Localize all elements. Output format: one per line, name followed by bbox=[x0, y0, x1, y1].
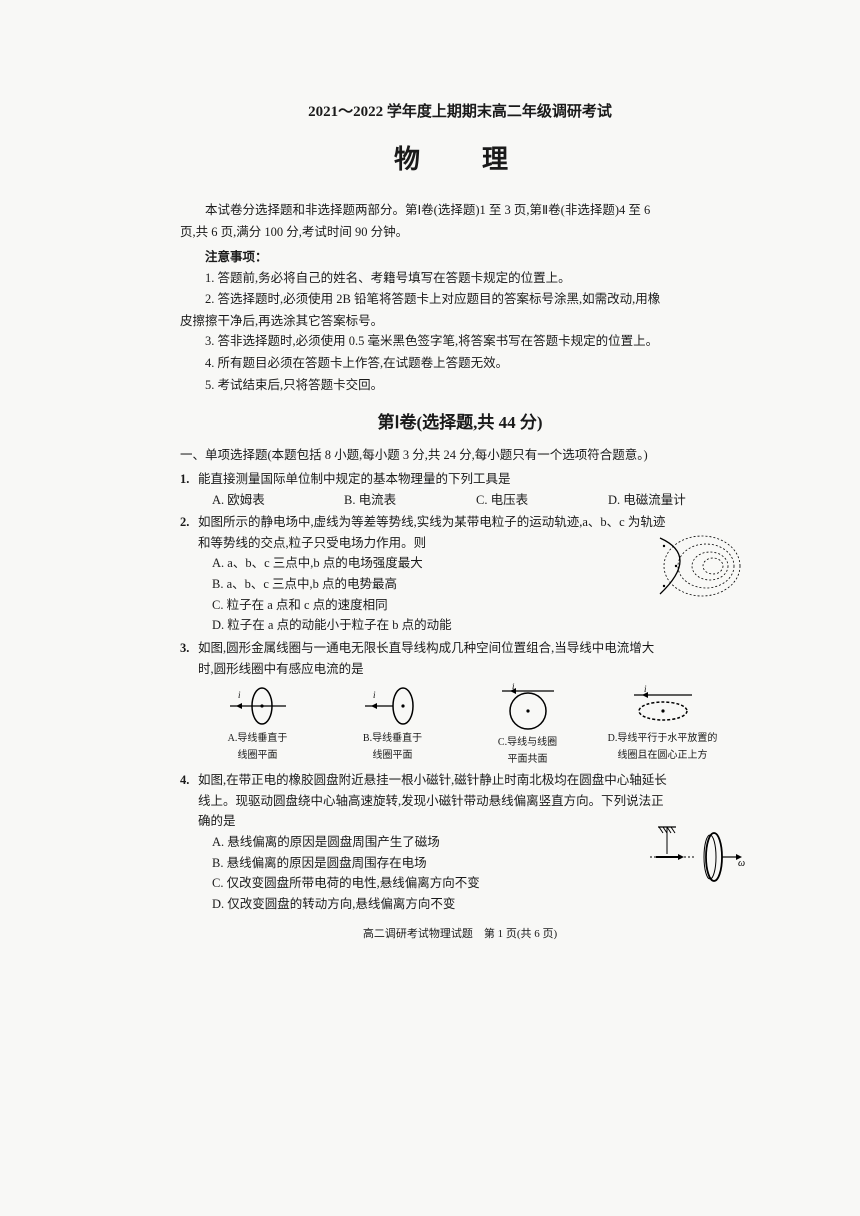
q4-opt-d: D. 仅改变圆盘的转动方向,悬线偏离方向不变 bbox=[180, 894, 740, 915]
q3-cap-b2: 线圈平面 bbox=[333, 748, 453, 765]
q4-stem-1: 如图,在带正电的橡胶圆盘附近悬挂一根小磁针,磁针静止时南北极均在圆盘中心轴延长 bbox=[198, 773, 667, 787]
q3-num: 3. bbox=[180, 638, 198, 659]
q1-opt-c: C. 电压表 bbox=[476, 490, 608, 511]
q3-fig-d: i D.导线平行于水平放置的 线圈且在圆心正上方 bbox=[603, 683, 723, 768]
q3-cap-b1: B.导线垂直于 bbox=[333, 731, 453, 748]
q4-figure-icon: ω bbox=[630, 822, 750, 892]
q3-cap-d2: 线圈且在圆心正上方 bbox=[603, 748, 723, 765]
q1-num: 1. bbox=[180, 469, 198, 490]
svg-text:ω: ω bbox=[738, 858, 745, 869]
q1-opt-b: B. 电流表 bbox=[344, 490, 476, 511]
q2-num: 2. bbox=[180, 512, 198, 533]
svg-text:i: i bbox=[373, 690, 376, 700]
question-4: 4.如图,在带正电的橡胶圆盘附近悬挂一根小磁针,磁针静止时南北极均在圆盘中心轴延… bbox=[180, 770, 740, 914]
q3-fig-b: i B.导线垂直于 线圈平面 bbox=[333, 683, 453, 768]
notice-2: 2. 答选择题时,必须使用 2B 铅笔将答题卡上对应题目的答案标号涂黑,如需改动… bbox=[180, 289, 740, 310]
q2-figure-icon bbox=[640, 526, 750, 606]
notice-3: 3. 答非选择题时,必须使用 0.5 毫米黑色签字笔,将答案书写在答题卡规定的位… bbox=[180, 331, 740, 352]
q4-stem-2: 线上。现驱动圆盘绕中心轴高速旋转,发现小磁针带动悬线偏离竖直方向。下列说法正 bbox=[180, 791, 740, 812]
question-1: 1.能直接测量国际单位制中规定的基本物理量的下列工具是 A. 欧姆表 B. 电流… bbox=[180, 469, 740, 510]
q3-cap-c2: 平面共面 bbox=[468, 752, 588, 769]
part-1-title: 一、单项选择题(本题包括 8 小题,每小题 3 分,共 24 分,每小题只有一个… bbox=[180, 445, 740, 466]
question-3: 3.如图,圆形金属线圈与一通电无限长直导线构成几种空间位置组合,当导线中电流增大… bbox=[180, 638, 740, 768]
exam-page: 2021～2022 学年度上期期末高二年级调研考试 物 理 本试卷分选择题和非选… bbox=[180, 100, 740, 943]
notice-5: 5. 考试结束后,只将答题卡交回。 bbox=[180, 375, 740, 396]
intro-line-2: 页,共 6 页,满分 100 分,考试时间 90 分钟。 bbox=[180, 222, 740, 243]
q2-opt-d: D. 粒子在 a 点的动能小于粒子在 b 点的动能 bbox=[180, 615, 740, 636]
svg-text:i: i bbox=[644, 684, 647, 694]
q3-cap-a1: A.导线垂直于 bbox=[198, 731, 318, 748]
notice-2b: 皮擦擦干净后,再选涂其它答案标号。 bbox=[180, 311, 740, 332]
q3-cap-c1: C.导线与线圈 bbox=[468, 735, 588, 752]
notice-1: 1. 答题前,务必将自己的姓名、考籍号填写在答题卡规定的位置上。 bbox=[180, 268, 740, 289]
section-1-title: 第Ⅰ卷(选择题,共 44 分) bbox=[180, 409, 740, 437]
page-footer: 高二调研考试物理试题 第 1 页(共 6 页) bbox=[180, 925, 740, 943]
notice-4: 4. 所有题目必须在答题卡上作答,在试题卷上答题无效。 bbox=[180, 353, 740, 374]
q3-fig-a: i A.导线垂直于 线圈平面 bbox=[198, 683, 318, 768]
q1-opt-d: D. 电磁流量计 bbox=[608, 490, 740, 511]
q3-stem-1: 如图,圆形金属线圈与一通电无限长直导线构成几种空间位置组合,当导线中电流增大 bbox=[198, 641, 654, 655]
subject-title: 物 理 bbox=[180, 139, 740, 182]
intro-line-1: 本试卷分选择题和非选择题两部分。第Ⅰ卷(选择题)1 至 3 页,第Ⅱ卷(非选择题… bbox=[180, 200, 740, 221]
q1-options: A. 欧姆表 B. 电流表 C. 电压表 D. 电磁流量计 bbox=[180, 490, 740, 511]
q3-cap-d1: D.导线平行于水平放置的 bbox=[603, 731, 723, 748]
q1-opt-a: A. 欧姆表 bbox=[212, 490, 344, 511]
q1-stem: 能直接测量国际单位制中规定的基本物理量的下列工具是 bbox=[198, 472, 511, 486]
q3-figures: i A.导线垂直于 线圈平面 i B.导线垂直于 线圈平面 bbox=[180, 683, 740, 768]
q3-cap-a2: 线圈平面 bbox=[198, 748, 318, 765]
exam-title: 2021～2022 学年度上期期末高二年级调研考试 bbox=[180, 100, 740, 125]
svg-text:i: i bbox=[238, 690, 241, 700]
question-2: 2.如图所示的静电场中,虚线为等差等势线,实线为某带电粒子的运动轨迹,a、b、c… bbox=[180, 512, 740, 636]
q3-stem-2: 时,圆形线圈中有感应电流的是 bbox=[180, 659, 740, 680]
q4-num: 4. bbox=[180, 770, 198, 791]
q2-stem-1: 如图所示的静电场中,虚线为等差等势线,实线为某带电粒子的运动轨迹,a、b、c 为… bbox=[198, 515, 665, 529]
notice-title: 注意事项： bbox=[180, 247, 740, 268]
q3-fig-c: i C.导线与线圈 平面共面 bbox=[468, 683, 588, 768]
